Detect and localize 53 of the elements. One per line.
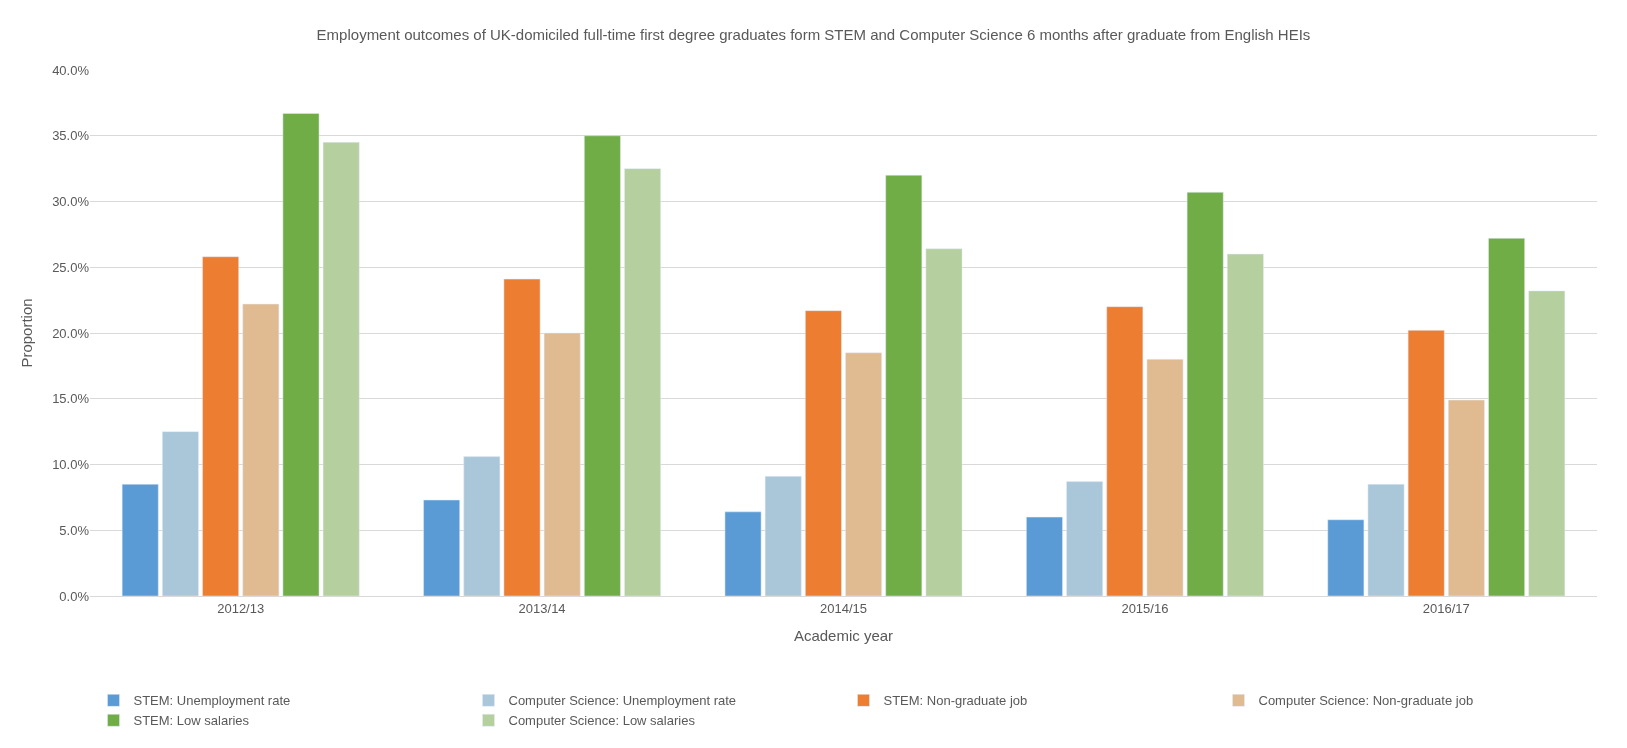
bar [1407, 330, 1445, 596]
bar [1327, 519, 1365, 596]
bar [1146, 359, 1184, 596]
bar [845, 352, 882, 596]
x-tick-label: 2012/13 [217, 600, 265, 616]
bar [1448, 399, 1485, 596]
y-tick-label: 15.0% [52, 391, 90, 407]
bar [764, 476, 802, 596]
bar [463, 456, 501, 596]
bar [503, 278, 541, 596]
chart-title: Employment outcomes of UK-domiciled full-time first degree graduates form STEM and Computer Science 6 months after graduate from English HEIs [316, 26, 1311, 44]
y-tick-label: 10.0% [52, 457, 90, 473]
y-tick-label: 40.0% [52, 62, 90, 78]
y-tick-label: 20.0% [52, 325, 90, 341]
bar [1106, 306, 1144, 596]
bar [925, 248, 963, 596]
y-axis-title: Proportion [18, 298, 36, 368]
legend-label: Computer Science: Non-graduate job [1258, 693, 1474, 709]
bar [423, 499, 460, 596]
bar [202, 256, 239, 596]
bar [1528, 290, 1566, 596]
bar [885, 174, 923, 596]
bar [543, 332, 581, 596]
bar [121, 483, 159, 596]
y-tick-label: 5.0% [59, 522, 90, 538]
legend-label: STEM: Non-graduate job [883, 693, 1028, 709]
bar [1227, 253, 1264, 596]
bar [242, 303, 280, 596]
legend-label: Computer Science: Low salaries [508, 713, 696, 729]
y-tick-label: 30.0% [52, 194, 90, 210]
legend-label: STEM: Low salaries [133, 713, 250, 729]
y-tick-label: 25.0% [52, 259, 90, 275]
legend-label: Computer Science: Unemployment rate [508, 693, 737, 709]
legend-label: STEM: Unemployment rate [133, 693, 291, 709]
y-tick-label: 35.0% [52, 128, 90, 144]
x-tick-label: 2014/15 [820, 600, 867, 616]
bar [724, 511, 762, 596]
x-tick-label: 2013/14 [518, 600, 566, 616]
bar [584, 135, 621, 596]
bar [1026, 516, 1063, 596]
x-axis-title: Academic year [793, 626, 894, 644]
bar [805, 310, 842, 596]
bar [1186, 192, 1224, 596]
bar [162, 431, 199, 596]
bar [1367, 483, 1405, 596]
bar [322, 142, 360, 596]
bar [1066, 481, 1103, 596]
bar [1488, 238, 1525, 596]
bar [282, 113, 320, 596]
bar [624, 168, 661, 596]
x-tick-label: 2016/17 [1422, 600, 1470, 616]
x-tick-label: 2015/16 [1121, 600, 1169, 616]
y-tick-label: 0.0% [59, 588, 90, 604]
